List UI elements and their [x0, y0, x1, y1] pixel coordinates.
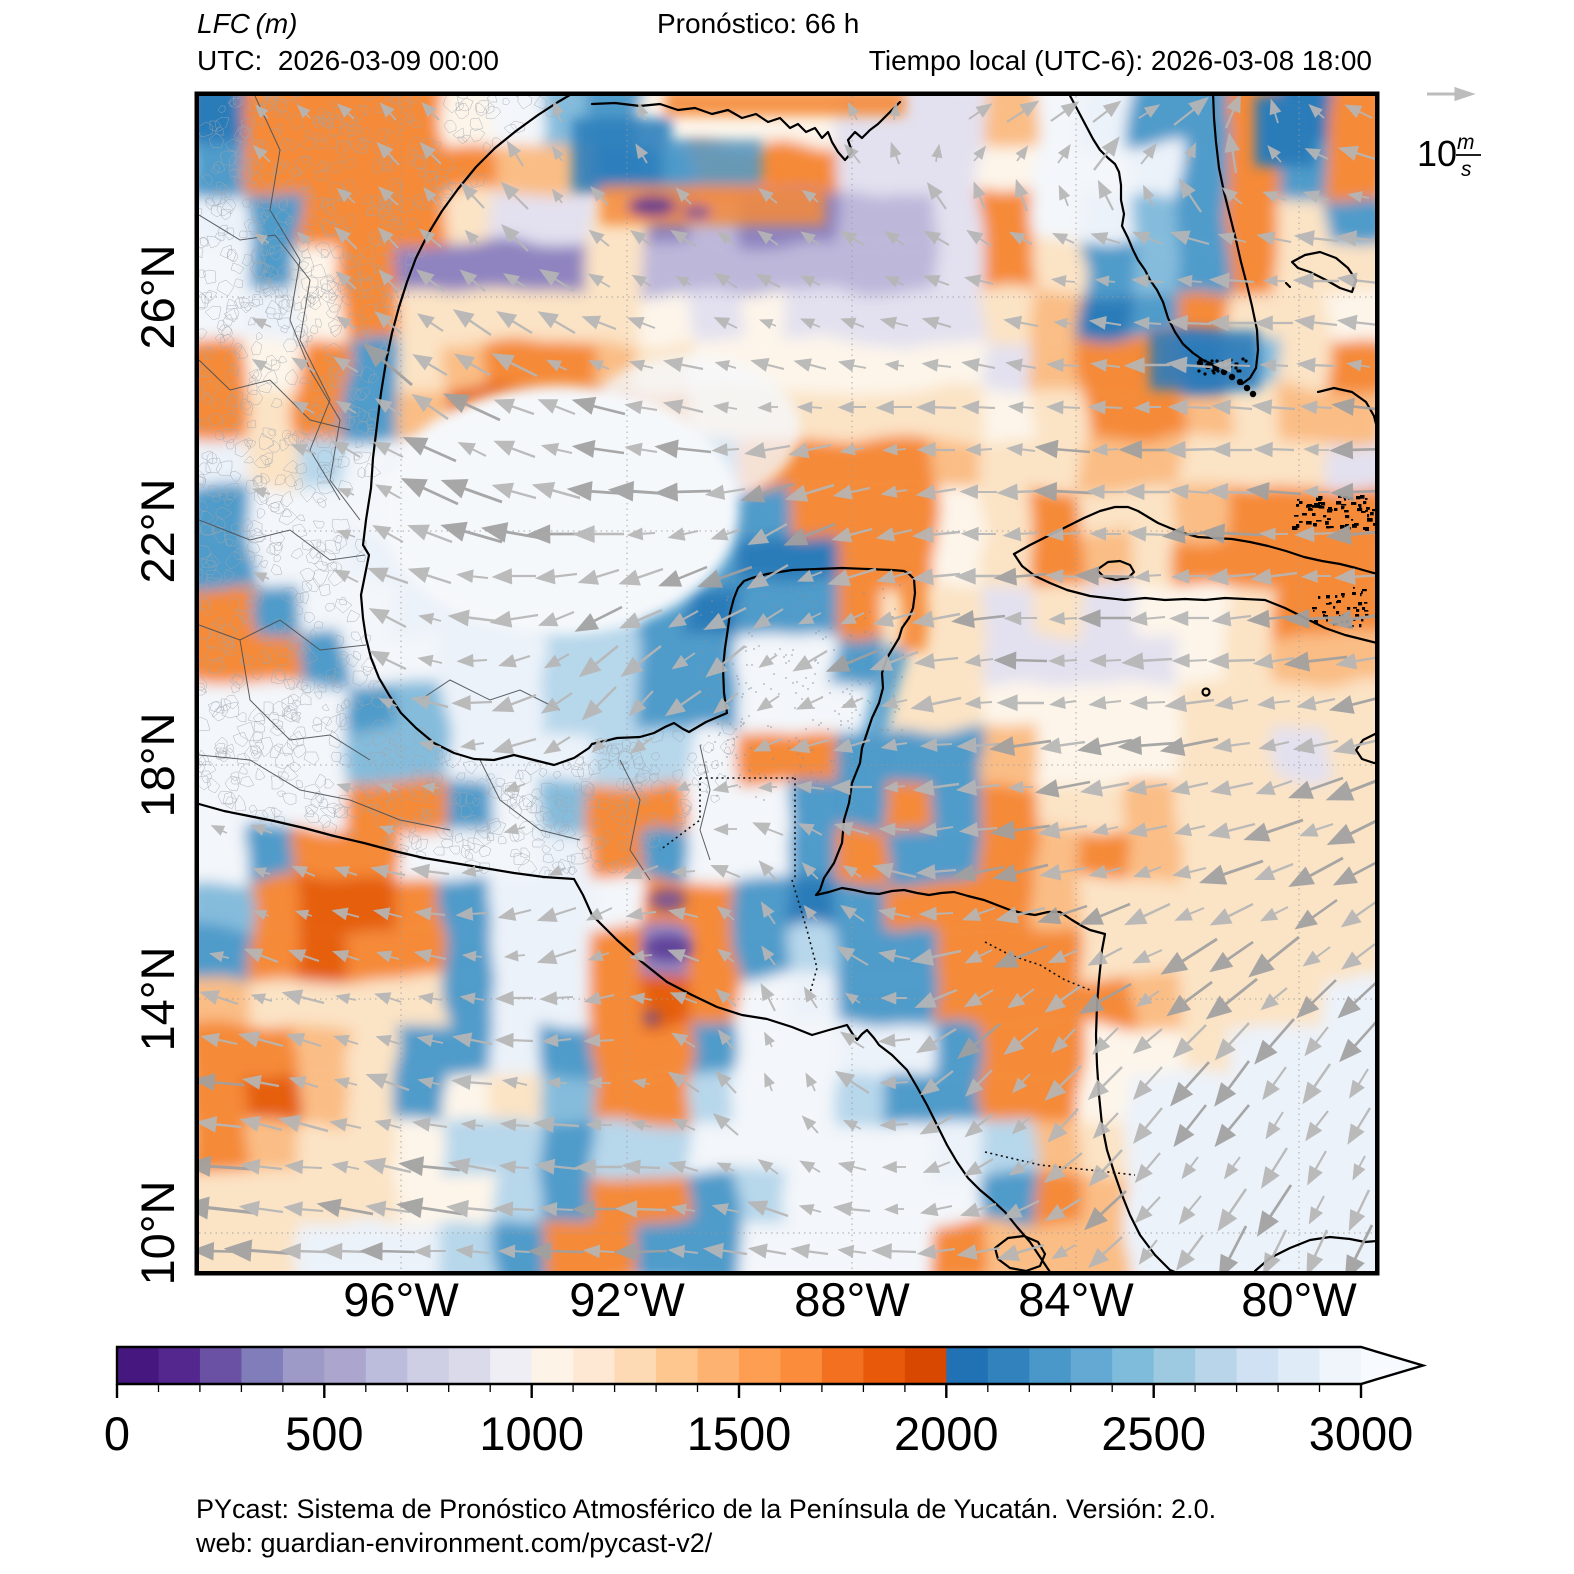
svg-text:2000: 2000 — [894, 1407, 999, 1460]
svg-text:PYcast: Sistema de Pronóstico: PYcast: Sistema de Pronóstico Atmosféric… — [196, 1494, 1216, 1524]
svg-text:UTC: 2026-03-09 00:00: UTC: 2026-03-09 00:00 — [197, 45, 499, 76]
svg-text:2500: 2500 — [1101, 1407, 1206, 1460]
svg-text:96°W: 96°W — [343, 1273, 459, 1326]
svg-text:500: 500 — [285, 1407, 363, 1460]
svg-text:22°N: 22°N — [131, 478, 184, 583]
svg-text:88°W: 88°W — [794, 1273, 910, 1326]
svg-text:84°W: 84°W — [1018, 1273, 1134, 1326]
svg-text:web: guardian-environment.com/: web: guardian-environment.com/pycast-v2/ — [195, 1528, 713, 1558]
svg-text:3000: 3000 — [1309, 1407, 1414, 1460]
svg-text:18°N: 18°N — [131, 712, 184, 817]
svg-text:80°W: 80°W — [1241, 1273, 1357, 1326]
svg-text:Pronóstico: 66 h: Pronóstico: 66 h — [657, 8, 859, 39]
svg-text:14°N: 14°N — [131, 946, 184, 1051]
svg-text:1500: 1500 — [687, 1407, 792, 1460]
svg-text:10: 10 — [1417, 133, 1457, 174]
svg-text:s: s — [1461, 158, 1472, 181]
svg-text:m: m — [1457, 131, 1475, 154]
svg-text:Tiempo local (UTC-6): 2026-03-: Tiempo local (UTC-6): 2026-03-08 18:00 — [869, 45, 1372, 76]
svg-text:LFC (m): LFC (m) — [197, 8, 297, 39]
svg-text:1000: 1000 — [479, 1407, 584, 1460]
svg-text:92°W: 92°W — [569, 1273, 685, 1326]
svg-text:26°N: 26°N — [131, 244, 184, 349]
svg-text:10°N: 10°N — [131, 1180, 184, 1285]
svg-text:0: 0 — [104, 1407, 130, 1460]
